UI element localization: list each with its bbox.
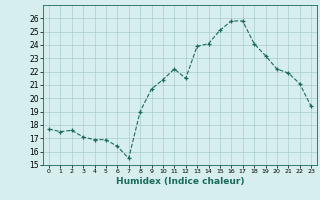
X-axis label: Humidex (Indice chaleur): Humidex (Indice chaleur)	[116, 177, 244, 186]
